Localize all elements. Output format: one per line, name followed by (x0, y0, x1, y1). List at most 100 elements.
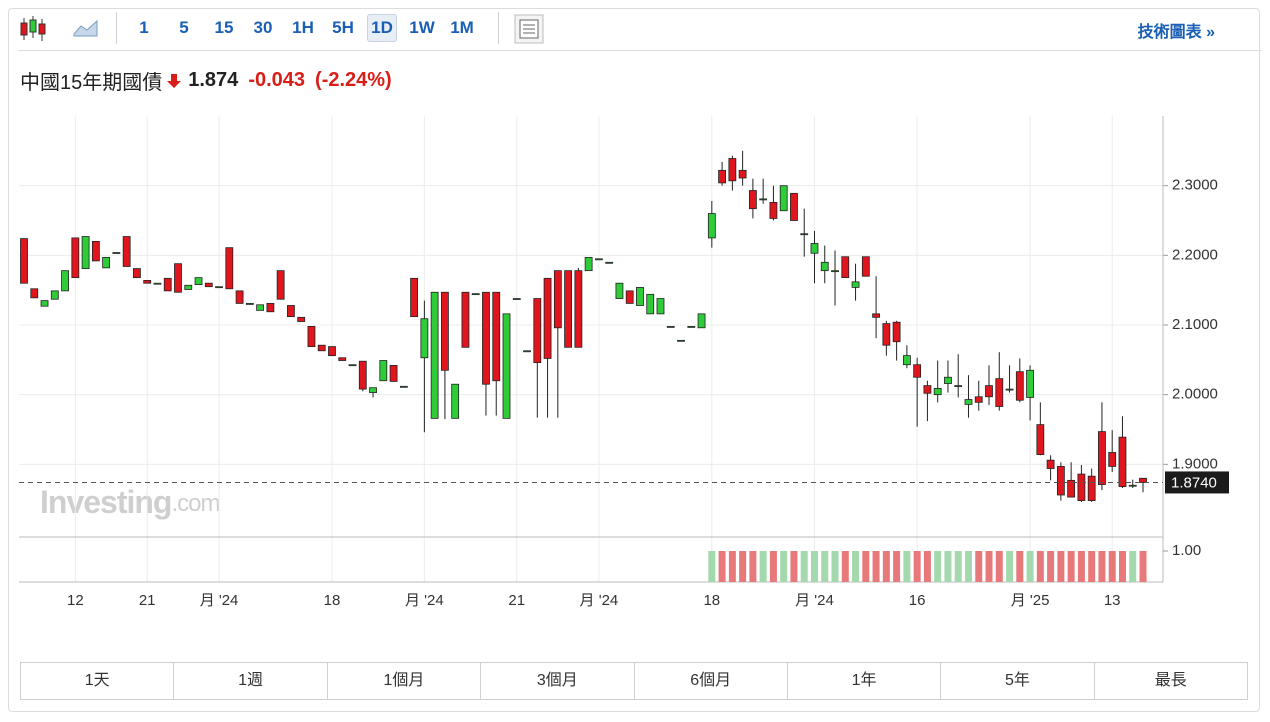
interval-button[interactable]: 30 (253, 18, 273, 37)
candle-body (625, 290, 634, 304)
candle-body (584, 257, 593, 272)
range-tab[interactable]: 1天 (21, 663, 175, 699)
candle-body (1118, 436, 1127, 488)
volume-bar (1088, 551, 1096, 582)
volume-bar (913, 551, 921, 582)
candle-body (410, 277, 419, 318)
y-tick-label: 1.00 (1172, 542, 1201, 559)
x-tick-label: 21 (508, 592, 525, 609)
y-tick-label: 2.0000 (1172, 386, 1218, 403)
candle-body (790, 192, 798, 221)
technical-link[interactable]: 技術圖表 » (1137, 24, 1215, 41)
candle-body (61, 270, 69, 292)
candle-body (30, 288, 39, 299)
candle-body (964, 399, 973, 405)
range-tab[interactable]: 1個月 (328, 663, 482, 699)
candle-body (1108, 452, 1117, 467)
candle-body (122, 236, 131, 267)
volume-bar (1108, 551, 1116, 582)
candle-body (820, 261, 829, 272)
candle-body (697, 313, 706, 329)
y-tick-label: 1.9000 (1172, 455, 1218, 472)
interval-button[interactable]: 5 (179, 18, 189, 37)
candle-body (1128, 484, 1137, 487)
interval-button[interactable]: 5H (332, 18, 354, 37)
candle-body (759, 198, 768, 201)
candle-body (985, 385, 993, 398)
interval-button[interactable]: 1D (367, 14, 397, 42)
volume-bar (944, 551, 952, 582)
candle-body (184, 284, 193, 290)
interval-button[interactable]: 1W (409, 18, 435, 37)
watermark: Investing.com (40, 484, 219, 520)
range-tab[interactable]: 5年 (941, 663, 1095, 699)
candle-icon[interactable] (18, 14, 48, 44)
volume-bar (1139, 551, 1147, 582)
candle-body (574, 270, 583, 348)
candle-body (143, 280, 152, 284)
candle-body (923, 385, 932, 394)
candle-body (995, 378, 1004, 407)
candle-body (974, 396, 983, 403)
chart: Investing.com 1.9000 2.0000 2.1000 2.2000 2.3… (19, 116, 1229, 609)
range-tab[interactable]: 最長 (1154, 672, 1187, 689)
volume-bar (821, 551, 829, 582)
down-arrow (167, 73, 182, 88)
x-tick-label: 月 '24 (405, 592, 444, 609)
range-tab[interactable]: 3個月 (481, 663, 635, 699)
range-tab[interactable]: 6個月 (635, 663, 788, 699)
candle-body (769, 201, 778, 219)
volume-bar (728, 551, 736, 582)
watermark-brand: Investing (40, 484, 171, 520)
candle-body (40, 300, 49, 307)
volume-bar (841, 551, 849, 582)
y-tick-label: 2.2000 (1172, 246, 1218, 263)
last-price-box (1165, 471, 1229, 494)
candle-body (861, 256, 870, 277)
volume-bar (739, 551, 747, 582)
interval-button[interactable]: 1 (139, 18, 149, 37)
volume-bar (831, 551, 839, 582)
candle-body (1077, 473, 1086, 501)
interval-button[interactable]: 1H (292, 18, 314, 37)
volume-bar (1129, 551, 1137, 582)
volume-bar (780, 551, 788, 582)
volume-bar (882, 551, 890, 582)
widget-frame (8, 8, 1260, 712)
x-tick-label: 月 '24 (200, 592, 239, 609)
last-price: 1.874 (188, 69, 239, 91)
price-change: -0.043 (248, 69, 306, 91)
candle-body (502, 313, 511, 419)
volume-bar (995, 551, 1003, 582)
candle-body (636, 286, 644, 306)
candle-body (71, 237, 80, 279)
candle-body (954, 385, 963, 388)
candle-body (933, 387, 942, 396)
range-tab[interactable]: 1年 (788, 663, 942, 699)
candle-body (133, 268, 141, 279)
candle-body (102, 257, 111, 269)
volume-bar (985, 551, 993, 582)
candle-body (266, 303, 275, 313)
candle-body (553, 270, 562, 329)
interval-button[interactable]: 1M (450, 18, 474, 37)
area-icon[interactable] (72, 16, 100, 40)
x-tick-label: 月 '25 (1011, 592, 1050, 609)
last-price-label: 1.8740 (1171, 474, 1217, 491)
candle-body (338, 357, 347, 361)
x-tick-label: 月 '24 (795, 592, 834, 609)
candle-body (153, 282, 162, 285)
volume-bar (975, 551, 983, 582)
volume-bar (954, 551, 962, 582)
volume-bar (810, 551, 818, 582)
range-tab[interactable]: 1週 (174, 663, 328, 699)
layout-icon[interactable] (514, 14, 544, 44)
interval-button[interactable]: 15 (214, 18, 234, 37)
volume-bar (1077, 551, 1085, 582)
candle-body (666, 325, 675, 328)
candle-body (471, 293, 480, 296)
candle-body (564, 270, 573, 348)
candle-body (738, 169, 747, 179)
candle-body (882, 323, 891, 346)
divider (18, 50, 1262, 51)
